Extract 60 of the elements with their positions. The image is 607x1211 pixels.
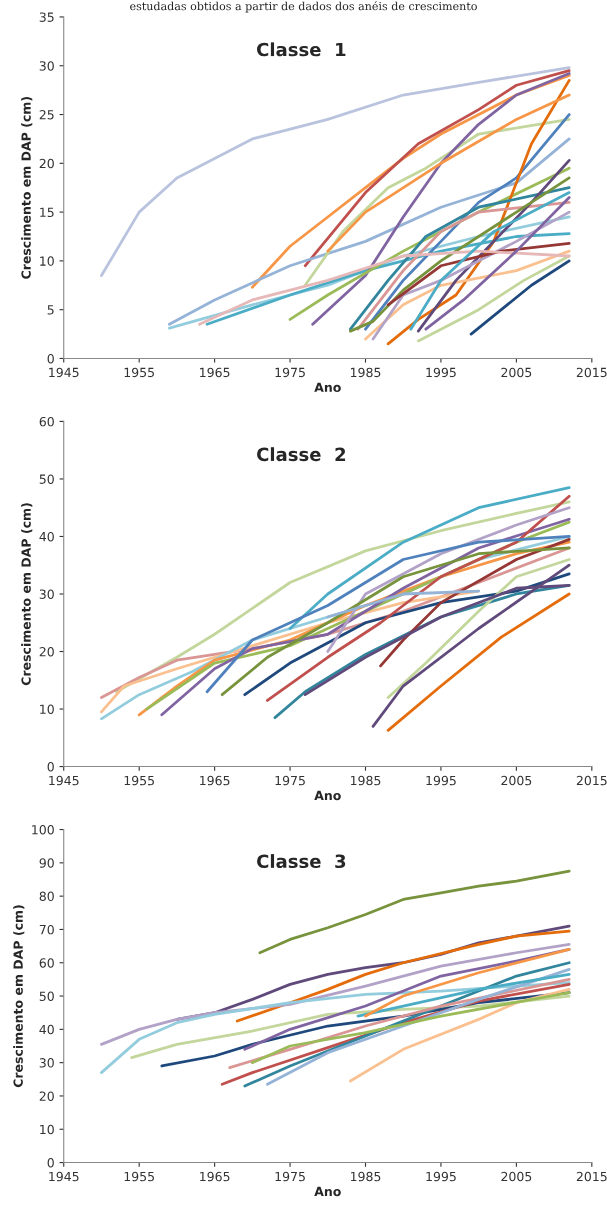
y-tick-label: 15 bbox=[40, 207, 54, 218]
y-tick-label: 60 bbox=[39, 416, 54, 427]
x-tick-label: 1975 bbox=[275, 1171, 305, 1182]
y-axis-title: Crescimento em DAP (cm) bbox=[21, 97, 33, 279]
y-tick-label: 30 bbox=[39, 1058, 54, 1068]
x-tick-label: 1995 bbox=[426, 775, 456, 786]
x-tick-label: 2015 bbox=[576, 775, 607, 786]
x-tick-label: 2005 bbox=[501, 775, 532, 786]
y-tick-label: 35 bbox=[39, 12, 54, 22]
y-tick-label: 70 bbox=[39, 924, 54, 935]
y-tick-label: 10 bbox=[40, 1124, 54, 1135]
x-tick-label: 1955 bbox=[124, 367, 154, 378]
y-axis-title: Crescimento em DAP (cm) bbox=[13, 905, 25, 1088]
y-tick-label: 50 bbox=[39, 474, 54, 484]
x-tick-label: 1965 bbox=[200, 1171, 230, 1182]
text: Classe 3 bbox=[257, 854, 346, 869]
y-tick-label: 40 bbox=[39, 1024, 54, 1035]
x-axis-title: Ano bbox=[314, 382, 341, 393]
y-axis-title: Crescimento em DAP (cm) bbox=[21, 503, 33, 686]
text: estudadas obtidos a partir de dados dos anéis de crescimento bbox=[130, 1, 477, 13]
x-tick-label: 2015 bbox=[576, 367, 607, 378]
x-tick-label: 1945 bbox=[49, 1171, 79, 1182]
y-tick-label: 0 bbox=[47, 1158, 54, 1168]
y-tick-label: 30 bbox=[39, 589, 54, 599]
y-tick-label: 100 bbox=[32, 825, 54, 835]
y-tick-label: 25 bbox=[39, 110, 54, 120]
y-tick-label: 50 bbox=[39, 991, 54, 1001]
y-tick-label: 5 bbox=[47, 305, 54, 315]
x-tick-label: 1975 bbox=[275, 367, 305, 378]
x-tick-label: 1985 bbox=[350, 775, 381, 786]
x-tick-label: 1975 bbox=[275, 775, 305, 786]
x-axis-title: Ano bbox=[314, 790, 341, 801]
x-tick-label: 1985 bbox=[350, 1171, 381, 1182]
text: Classe 2 bbox=[257, 447, 346, 462]
y-tick-label: 10 bbox=[40, 704, 54, 714]
x-tick-label: 2005 bbox=[501, 367, 532, 378]
x-tick-label: 1995 bbox=[426, 367, 456, 378]
y-tick-label: 80 bbox=[39, 891, 54, 902]
text: Classe 1 bbox=[257, 42, 346, 57]
y-tick-label: 20 bbox=[39, 1091, 54, 1101]
x-tick-label: 1995 bbox=[426, 1171, 456, 1182]
y-tick-label: 30 bbox=[39, 61, 54, 71]
x-tick-label: 1965 bbox=[200, 367, 230, 378]
x-tick-label: 1955 bbox=[124, 775, 154, 786]
y-tick-label: 10 bbox=[40, 256, 54, 266]
x-tick-label: 1985 bbox=[350, 367, 381, 378]
x-axis-title: Ano bbox=[314, 1186, 341, 1197]
y-tick-label: 90 bbox=[39, 858, 54, 868]
y-tick-label: 20 bbox=[39, 646, 54, 657]
x-tick-label: 2015 bbox=[576, 1171, 607, 1182]
y-tick-label: 40 bbox=[39, 531, 54, 542]
y-tick-label: 20 bbox=[39, 158, 54, 169]
x-tick-label: 1955 bbox=[124, 1171, 154, 1182]
x-tick-label: 1945 bbox=[49, 367, 79, 378]
y-tick-label: 60 bbox=[39, 958, 54, 968]
y-tick-label: 0 bbox=[47, 762, 54, 772]
x-tick-label: 1965 bbox=[200, 775, 230, 786]
x-tick-label: 1945 bbox=[49, 775, 79, 786]
y-tick-label: 0 bbox=[47, 353, 54, 364]
x-tick-label: 2005 bbox=[501, 1171, 532, 1182]
